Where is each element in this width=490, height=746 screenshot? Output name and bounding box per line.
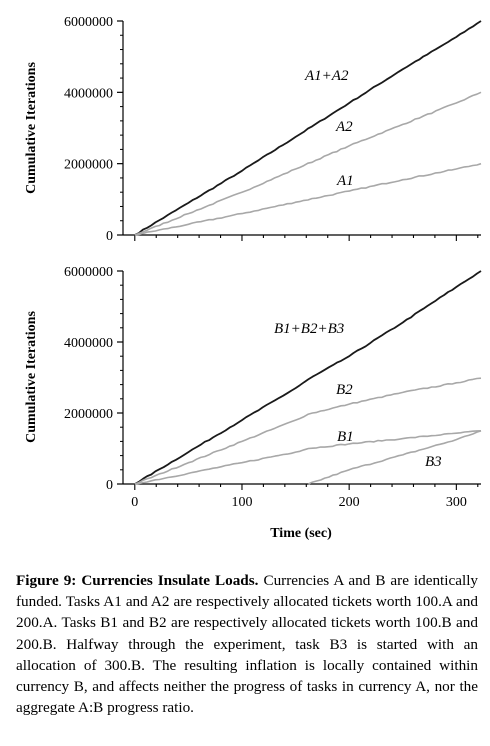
series-line-b1 — [134, 430, 482, 485]
series-label-a1-a2: A1+A2 — [304, 68, 349, 84]
x-tick-label: 300 — [446, 495, 467, 510]
y-axis-title-bottom: Cumulative Iterations — [24, 311, 39, 443]
y-tick-label: 0 — [106, 478, 113, 493]
series-line-a2 — [134, 91, 482, 236]
y-tick-label: 2000000 — [64, 407, 113, 422]
figure-9-charts: Cumulative Iterations 0 2000000 4000000 600… — [24, 15, 482, 541]
y-tick-label: 4000000 — [64, 336, 113, 351]
series-label-b1-b2-b3: B1+B2+B3 — [274, 321, 344, 337]
y-tick-label: 4000000 — [64, 86, 113, 101]
series-line-a1-a2 — [134, 20, 482, 236]
x-tick-label: 0 — [131, 495, 138, 510]
y-tick-label: 0 — [106, 229, 113, 244]
y-axis-title-top: Cumulative Iterations — [24, 62, 39, 194]
series-line-b2 — [134, 377, 482, 485]
series-label-a2: A2 — [335, 119, 353, 135]
caption-body: Currencies A and B are identically funde… — [16, 572, 479, 717]
series-label-b1: B1 — [337, 429, 354, 445]
series-label-a1: A1 — [336, 173, 354, 189]
y-tick-label: 6000000 — [64, 265, 113, 280]
series-line-a1 — [134, 162, 482, 236]
series-label-b3: B3 — [425, 454, 442, 470]
chart-panel-top: Cumulative Iterations 0 2000000 4000000 600… — [24, 15, 482, 244]
chart-panel-bottom: Cumulative Iterations 0 2000000 4000000 600… — [24, 265, 482, 541]
y-tick-label: 2000000 — [64, 158, 113, 173]
caption-title: Currencies Insulate Loads. — [81, 572, 259, 589]
caption-label: Figure 9: — [16, 572, 77, 589]
y-tick-label: 6000000 — [64, 15, 113, 30]
x-tick-label: 100 — [231, 495, 252, 510]
series-label-b2: B2 — [336, 382, 353, 398]
figure-caption: Figure 9: Currencies Insulate Loads. Cur… — [16, 570, 478, 718]
series-line-b1-b2-b3 — [134, 270, 482, 485]
x-tick-label: 200 — [339, 495, 360, 510]
x-axis-title: Time (sec) — [270, 526, 332, 541]
series-line-b3 — [308, 430, 482, 485]
